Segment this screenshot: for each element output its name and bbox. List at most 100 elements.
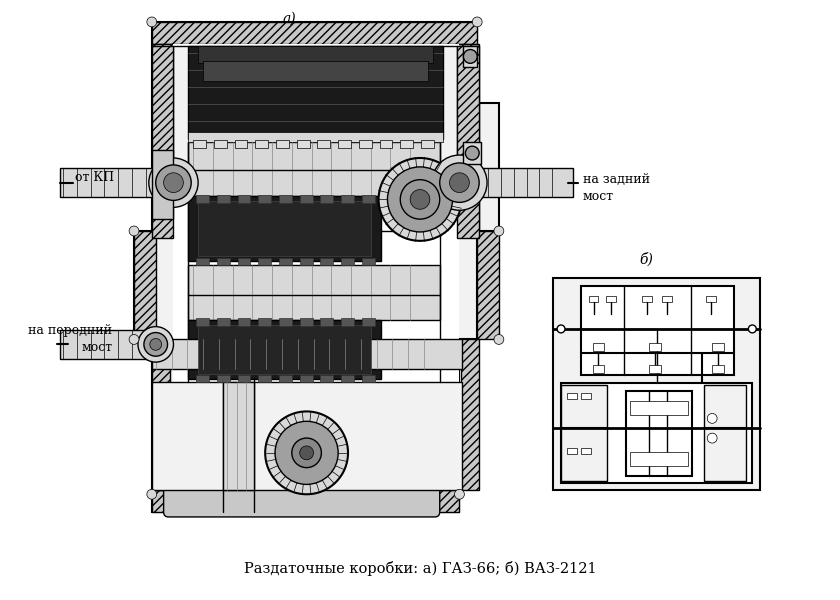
Bar — [152, 382, 462, 490]
Bar — [629, 452, 688, 466]
Bar — [580, 286, 733, 375]
Bar — [258, 257, 271, 265]
Bar — [214, 140, 227, 148]
Bar — [359, 140, 371, 148]
Bar — [223, 382, 255, 490]
Bar — [217, 196, 229, 203]
Bar — [188, 46, 443, 139]
Bar — [188, 265, 439, 320]
Bar — [300, 318, 312, 326]
Bar — [401, 140, 413, 148]
Bar — [198, 202, 370, 256]
Circle shape — [265, 412, 348, 494]
Bar — [258, 375, 271, 382]
Text: а): а) — [282, 12, 296, 26]
Circle shape — [494, 226, 504, 236]
Bar — [297, 140, 310, 148]
Bar — [592, 343, 605, 351]
Circle shape — [410, 190, 430, 209]
Bar — [300, 196, 312, 203]
Circle shape — [454, 490, 465, 499]
Bar — [567, 448, 577, 454]
Bar — [193, 140, 206, 148]
Bar — [606, 296, 617, 302]
Circle shape — [291, 438, 322, 467]
Circle shape — [147, 17, 157, 27]
FancyBboxPatch shape — [164, 476, 439, 517]
Bar — [188, 142, 439, 196]
Bar — [461, 340, 479, 490]
Bar — [217, 257, 229, 265]
Bar — [300, 257, 312, 265]
Bar — [152, 22, 477, 44]
Bar — [197, 257, 209, 265]
Circle shape — [387, 167, 453, 232]
Bar — [458, 46, 479, 238]
Circle shape — [138, 326, 174, 362]
Polygon shape — [134, 22, 499, 512]
Bar — [320, 257, 333, 265]
Bar — [458, 44, 479, 231]
Text: б): б) — [639, 252, 654, 266]
Bar — [60, 168, 178, 197]
Bar — [362, 318, 375, 326]
Bar — [362, 196, 375, 203]
Circle shape — [557, 325, 565, 333]
Bar — [188, 133, 443, 142]
Bar — [276, 140, 289, 148]
Bar — [234, 140, 248, 148]
Bar — [279, 257, 291, 265]
Bar — [643, 296, 652, 302]
Bar — [217, 318, 229, 326]
Circle shape — [147, 490, 157, 499]
Bar — [198, 46, 433, 64]
Bar — [341, 318, 354, 326]
Text: Раздаточные коробки: а) ГАЗ-66; б) ВАЗ-2121: Раздаточные коробки: а) ГАЗ-66; б) ВАЗ-2… — [244, 561, 596, 576]
Bar — [238, 318, 250, 326]
Text: на передний
мост: на передний мост — [29, 325, 113, 355]
Circle shape — [401, 179, 439, 219]
Circle shape — [300, 446, 313, 460]
Bar — [60, 329, 159, 359]
Bar — [152, 44, 174, 231]
Bar — [238, 196, 250, 203]
Bar — [320, 318, 333, 326]
Circle shape — [464, 50, 477, 64]
Bar — [341, 375, 354, 382]
Bar — [561, 383, 753, 484]
Bar — [704, 385, 746, 481]
Bar — [152, 150, 174, 219]
Bar — [629, 401, 688, 415]
Bar — [341, 257, 354, 265]
Bar — [464, 142, 481, 164]
Circle shape — [379, 158, 461, 241]
Bar — [649, 365, 661, 373]
Bar — [477, 231, 499, 340]
Circle shape — [472, 17, 482, 27]
Text: на задний
мост: на задний мост — [583, 173, 649, 203]
Bar — [567, 393, 577, 399]
Bar — [203, 61, 428, 81]
Bar — [152, 46, 174, 238]
Circle shape — [129, 226, 139, 236]
Circle shape — [150, 338, 161, 350]
Bar — [362, 257, 375, 265]
Circle shape — [439, 163, 479, 202]
Bar — [464, 46, 477, 67]
Bar — [197, 318, 209, 326]
Bar — [339, 140, 351, 148]
Circle shape — [494, 335, 504, 344]
Bar — [626, 391, 692, 476]
Bar — [258, 318, 271, 326]
Circle shape — [432, 155, 487, 210]
Bar — [188, 196, 381, 260]
Bar — [255, 140, 268, 148]
Circle shape — [149, 158, 198, 208]
Bar — [580, 448, 591, 454]
Bar — [152, 490, 459, 512]
Bar — [134, 231, 155, 340]
Bar — [320, 196, 333, 203]
Bar — [238, 257, 250, 265]
Circle shape — [748, 325, 756, 333]
Bar — [174, 46, 458, 164]
